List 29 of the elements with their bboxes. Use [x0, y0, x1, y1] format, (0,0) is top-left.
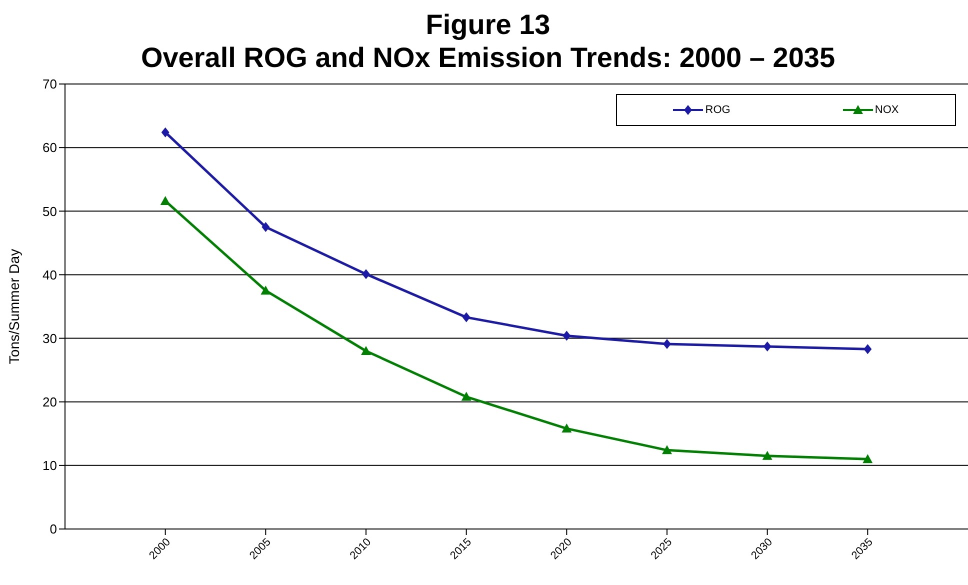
- legend-label: ROG: [705, 104, 730, 116]
- point: [763, 342, 772, 352]
- point: [361, 346, 371, 355]
- y-tick-label: 70: [42, 76, 57, 92]
- legend-label: NOX: [874, 104, 899, 116]
- point: [762, 450, 772, 460]
- point: [160, 196, 170, 205]
- chart-subtitle: Overall ROG and NOx Emission Trends: 2000 – 2035: [140, 41, 836, 74]
- point: [663, 339, 671, 350]
- point: [864, 344, 872, 354]
- point: [862, 454, 873, 464]
- point: [562, 330, 571, 341]
- point: [260, 286, 271, 295]
- chart-title: Figure 13: [424, 8, 552, 41]
- y-tick-label: 0: [50, 522, 57, 537]
- y-tick-label: 50: [42, 204, 57, 219]
- y-tick-label: 40: [42, 267, 57, 282]
- y-tick-label: 20: [42, 394, 57, 410]
- point: [462, 312, 470, 322]
- point: [362, 269, 370, 280]
- y-tick-label: 30: [42, 330, 57, 346]
- point: [562, 424, 572, 433]
- y-tick-label: 10: [42, 458, 57, 474]
- point: [461, 392, 472, 401]
- point: [161, 127, 170, 138]
- point: [662, 445, 672, 454]
- y-tick-label: 60: [42, 140, 57, 156]
- point: [262, 222, 270, 232]
- y-axis-title: Tons/Summer Day: [6, 248, 22, 364]
